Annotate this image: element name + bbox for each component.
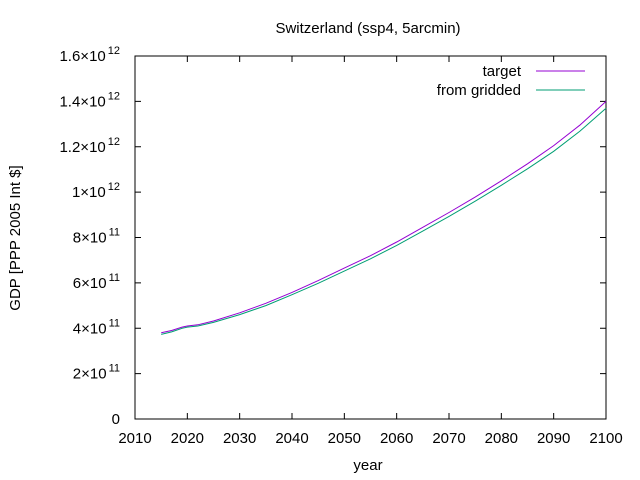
y-tick-exponent: 11 xyxy=(109,227,120,239)
y-tick-exponent: 12 xyxy=(108,45,120,57)
y-tick-mantissa: 1×10 xyxy=(72,184,106,201)
y-tick-mantissa: 2×10 xyxy=(73,366,107,383)
y-tick-label: 6×10 11 xyxy=(73,272,120,292)
y-tick-label: 1.4×10 12 xyxy=(59,90,120,110)
chart-title: Switzerland (ssp4, 5arcmin) xyxy=(275,20,460,37)
x-tick-label: 2060 xyxy=(380,430,413,447)
y-tick-label: 8×10 11 xyxy=(73,227,120,247)
series-line-0 xyxy=(161,101,607,334)
x-tick-label: 2020 xyxy=(171,430,204,447)
y-tick-exponent: 11 xyxy=(109,272,120,284)
y-tick-exponent: 12 xyxy=(108,181,120,193)
y-tick-mantissa: 6×10 xyxy=(73,275,107,292)
legend: target from gridded xyxy=(437,63,585,99)
y-tick-label: 1×10 12 xyxy=(72,181,120,201)
y-tick-exponent: 12 xyxy=(108,136,120,148)
x-tick-label: 2010 xyxy=(118,430,151,447)
y-tick-label: 0 xyxy=(112,411,120,428)
legend-label: from gridded xyxy=(437,82,521,99)
series-line-1 xyxy=(161,107,607,335)
y-tick-exponent: 11 xyxy=(109,363,120,375)
y-tick-mantissa: 4×10 xyxy=(73,320,107,337)
plot-frame xyxy=(134,55,607,420)
series-lines xyxy=(161,101,607,335)
y-tick-label: 1.2×10 12 xyxy=(59,136,120,156)
y-tick-exponent: 12 xyxy=(108,90,120,102)
y-axis-label: GDP [PPP 2005 Int $] xyxy=(7,165,24,310)
y-tick-mantissa: 1.4×10 xyxy=(59,93,105,110)
y-tick-mantissa: 1.2×10 xyxy=(59,139,105,156)
x-tick-label: 2050 xyxy=(328,430,361,447)
x-tick-label: 2100 xyxy=(589,430,622,447)
x-axis-label: year xyxy=(353,457,382,474)
x-tick-label: 2030 xyxy=(223,430,256,447)
axis-ticks: 2010 2020 2030 2040 2050 2060 2070 2080 2090 2100… xyxy=(59,45,622,447)
y-tick-exponent: 11 xyxy=(109,317,120,329)
y-tick-label: 1.6×10 12 xyxy=(59,45,120,65)
x-tick-label: 2040 xyxy=(275,430,308,447)
legend-label: target xyxy=(483,63,522,80)
x-tick-label: 2090 xyxy=(537,430,570,447)
y-tick-label: 2×10 11 xyxy=(73,363,120,383)
y-tick-mantissa: 8×10 xyxy=(73,230,107,247)
y-tick-mantissa: 1.6×10 xyxy=(59,48,105,65)
x-tick-label: 2070 xyxy=(432,430,465,447)
y-tick-label: 4×10 11 xyxy=(73,317,120,337)
x-tick-label: 2080 xyxy=(485,430,518,447)
